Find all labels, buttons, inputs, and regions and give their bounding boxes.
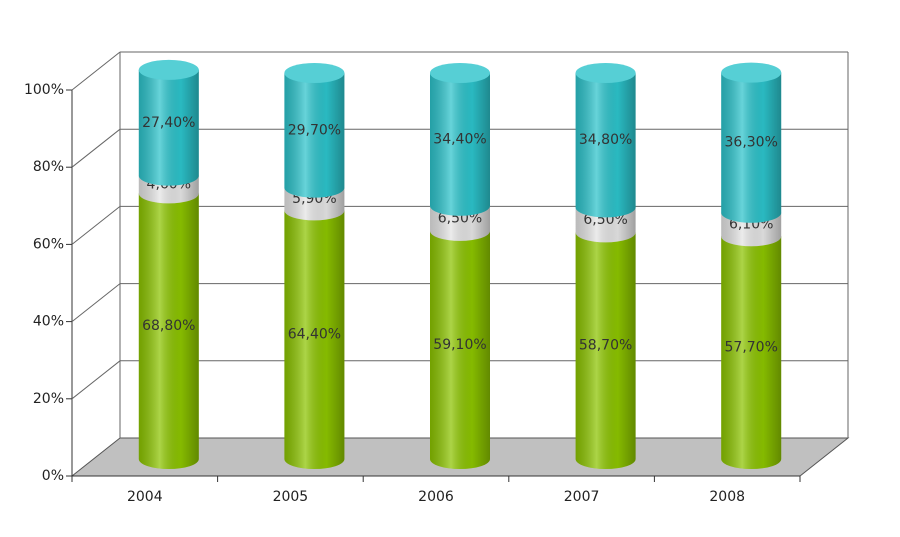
cylinder-shading [575, 232, 636, 469]
cylinder-cap-shading [575, 63, 636, 83]
y-tick-label: 60% [33, 236, 64, 252]
x-tick-label: 2005 [273, 489, 309, 505]
y-tick-label: 40% [33, 314, 64, 330]
cylinder-shading [284, 210, 345, 469]
cylinder-cap-shading [430, 63, 490, 83]
x-tick-label: 2007 [564, 489, 600, 505]
cylinder-cap [721, 62, 782, 83]
grid-line-side [71, 206, 121, 245]
value-label: 34,40% [433, 131, 486, 147]
grid-line-side [71, 128, 121, 168]
grid-line-side [71, 51, 121, 91]
cylinder-shading [138, 193, 199, 469]
x-tick-label: 2004 [127, 489, 163, 505]
y-tick-label: 80% [33, 159, 64, 175]
cylinder-cap [284, 63, 345, 83]
value-label: 27,40% [142, 115, 195, 131]
y-tick-label: 20% [33, 391, 64, 407]
cylinder-cap [430, 63, 490, 83]
value-label: 68,80% [142, 318, 195, 334]
cylinder-shading [430, 73, 490, 216]
cylinder-cap-shading [284, 63, 345, 83]
cylinder-cap [575, 63, 636, 83]
y-tick-label: 0% [42, 468, 64, 484]
cylinder-shading [575, 73, 636, 218]
grid-line-side [71, 283, 121, 322]
value-label: 57,70% [725, 340, 778, 356]
value-label: 59,10% [433, 337, 486, 353]
y-tick-label: 100% [24, 82, 64, 98]
cylinder-cap-shading [138, 59, 199, 80]
cylinder-cap [138, 59, 199, 80]
value-label: 29,70% [288, 122, 341, 138]
cylinder-cap-shading [721, 62, 782, 83]
value-label: 64,40% [288, 327, 341, 343]
cylinder-shading [430, 230, 490, 469]
cylinder-shading [721, 236, 782, 469]
cylinder-shading [138, 69, 199, 186]
cylinder-shading [575, 207, 636, 243]
grid-line-side [71, 360, 121, 400]
x-tick-label: 2006 [418, 489, 454, 505]
value-label: 34,80% [579, 132, 632, 148]
cylinder-shading [430, 205, 490, 241]
value-label: 58,70% [579, 338, 632, 354]
x-tick-label: 2008 [709, 489, 745, 505]
cylinder-shading [721, 72, 782, 223]
value-label: 36,30% [725, 135, 778, 151]
cylinder-shading [284, 73, 345, 198]
